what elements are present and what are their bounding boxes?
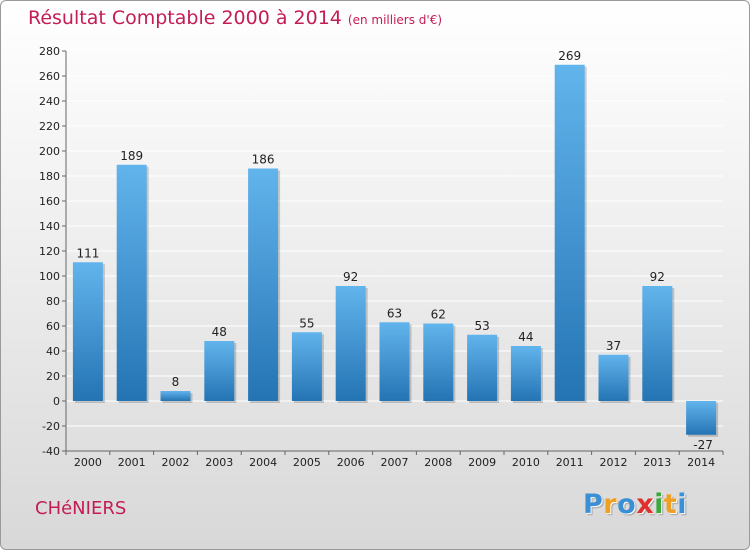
x-tick-label: 2008 [424,456,452,469]
bar [686,401,717,435]
bar [467,334,498,401]
x-tick-label: 2000 [74,456,102,469]
data-label: 44 [518,330,533,344]
data-label: 8 [172,375,180,389]
bar [598,354,629,401]
x-tick-label: 2013 [643,456,671,469]
x-tick-label: 2003 [205,456,233,469]
commune-name: CHéNIERS [35,498,127,519]
logo-letter: o [617,489,637,520]
x-tick-label: 2004 [249,456,277,469]
chart-title: Résultat Comptable 2000 à 2014 (en millie… [28,7,442,29]
logo-letter: i [677,489,688,520]
title-text: Résultat Comptable 2000 à 2014 [28,7,342,29]
bar [379,322,410,401]
bar [510,346,541,401]
bar [642,286,673,401]
bars [72,64,719,437]
y-tick-label: 260 [39,70,60,83]
bar [554,64,585,401]
y-tick-label: 220 [39,120,60,133]
y-tick-label: 160 [39,195,60,208]
axes: -40 -20 0 20 40 60 80 100 120 140 160 180 200 220 240 2… [39,45,724,469]
data-label: 62 [431,308,446,322]
x-tick-label: 2001 [118,456,146,469]
x-tick-label: 2009 [468,456,496,469]
logo-letter: x [636,489,655,520]
logo-letter: t [663,489,678,520]
y-tick-label: 60 [46,320,60,333]
y-tick-label: 280 [39,45,60,58]
proxiti-logo[interactable]: Proxiti [583,489,687,520]
logo-letter: i [654,489,664,520]
y-tick-label: 120 [39,245,60,258]
bar [116,164,147,401]
y-tick-label: 100 [39,270,60,283]
data-label: 48 [212,325,227,339]
y-tick-label: 180 [39,170,60,183]
y-tick-label: 20 [46,370,60,383]
logo-letter: r [603,489,618,520]
data-label: 92 [343,270,358,284]
y-tick-label: 140 [39,220,60,233]
x-tick-label: 2007 [381,456,409,469]
x-tick-label: 2011 [556,456,584,469]
y-tick-label: 40 [46,345,60,358]
data-label: 186 [252,153,275,167]
y-tick-label: -40 [42,445,60,458]
data-label: 269 [558,49,581,63]
bar [291,332,322,401]
y-tick-label: 240 [39,95,60,108]
data-label: 111 [76,246,99,260]
bar [160,391,191,401]
x-tick-label: 2014 [687,456,715,469]
gridlines [66,50,723,452]
logo-letter: P [583,489,604,520]
data-label: 53 [474,319,489,333]
title-unit: (en milliers d'€) [347,13,443,27]
x-tick-label: 2012 [600,456,628,469]
x-tick-label: 2006 [337,456,365,469]
bar [248,168,279,401]
bar [335,286,366,401]
data-label: 55 [299,316,314,330]
x-tick-label: 2005 [293,456,321,469]
data-label: 63 [387,306,402,320]
data-labels: 111 189 8 48 186 55 92 63 62 53 44 269 37 92 -27 [76,49,712,452]
data-label: -27 [693,438,713,452]
data-label: 92 [650,270,665,284]
bar [204,341,235,401]
y-tick-label: 80 [46,295,60,308]
x-tick-label: 2002 [162,456,190,469]
y-tick-label: -20 [42,420,60,433]
y-tick-label: 200 [39,145,60,158]
y-tick-label: 0 [53,395,60,408]
data-label: 37 [606,339,621,353]
bar [72,262,103,401]
data-label: 189 [120,149,143,163]
x-tick-label: 2010 [512,456,540,469]
bar [423,323,454,401]
